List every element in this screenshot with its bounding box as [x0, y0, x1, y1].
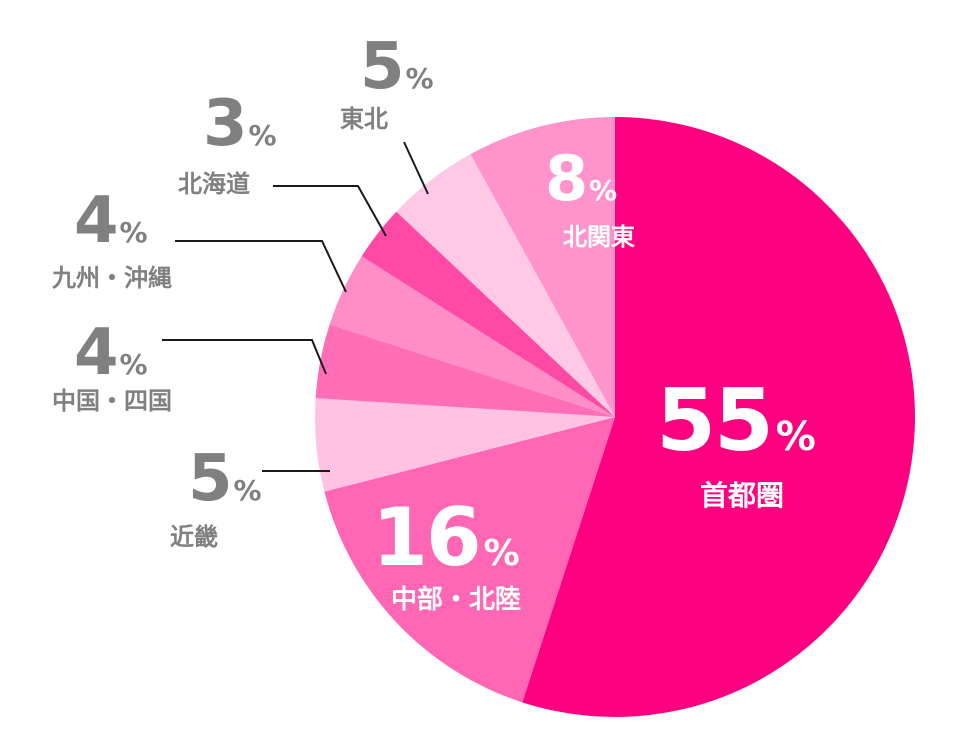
slice-5-value-label: 3%: [203, 87, 277, 161]
slice-2-value-number: 5: [188, 442, 231, 516]
leader-lines: [162, 141, 429, 472]
slice-5-wedge: [361, 211, 615, 417]
slice-3-value-number: 4: [74, 316, 117, 390]
slice-6-wedge: [396, 154, 615, 417]
slice-7-wedge: [470, 117, 615, 417]
slice-6-value-label: 5%: [360, 30, 434, 104]
slice-2-value-label: 5%: [188, 442, 262, 516]
slice-5-category-label: 北海道: [178, 170, 250, 198]
slice-5-value-number: 3: [203, 87, 246, 161]
slice-0-wedge: [522, 117, 915, 717]
slice-3-value-unit: %: [120, 348, 148, 381]
slice-0-value-unit: %: [776, 414, 816, 460]
slice-3-category-label: 中国・四国: [52, 387, 172, 415]
slice-1-category-label: 中部・北陸: [391, 585, 521, 615]
slice-4-value-label: 4%: [74, 184, 148, 258]
slice-7-value-unit: %: [589, 174, 617, 207]
slice-5-leader-line: [273, 185, 387, 237]
slice-3-wedge: [315, 324, 615, 417]
slice-0-category-label: 首都圏: [700, 479, 784, 512]
slice-4-value-unit: %: [120, 216, 148, 249]
slice-4-leader-line: [175, 240, 347, 293]
slice-5-value-unit: %: [249, 119, 277, 152]
slice-7-category-label: 北関東: [563, 223, 635, 251]
slice-1-wedge: [324, 417, 615, 703]
slice-6-value-number: 5: [360, 30, 403, 104]
slice-1-value-number: 16: [372, 491, 479, 584]
slice-3-value-label: 4%: [74, 316, 148, 390]
slice-1-value-unit: %: [484, 533, 520, 574]
slice-4-value-number: 4: [74, 184, 117, 258]
slice-2-value-unit: %: [234, 474, 262, 507]
slice-6-category-label: 東北: [340, 105, 388, 133]
slice-4-category-label: 九州・沖縄: [51, 264, 172, 292]
slice-0-value-label: 55%: [656, 371, 816, 471]
slice-6-leader-line: [403, 141, 429, 195]
slice-2-category-label: 近畿: [170, 523, 218, 551]
slice-7-value-label: 8%: [545, 142, 617, 215]
slice-0-value-number: 55: [656, 371, 772, 471]
slice-4-wedge: [329, 256, 615, 417]
slice-7-value-number: 8: [545, 142, 586, 215]
slice-2-wedge: [315, 398, 615, 492]
pie-slices: [315, 117, 915, 717]
slice-1-value-label: 16%: [372, 491, 519, 584]
slice-6-value-unit: %: [406, 62, 434, 95]
slice-3-leader-line: [162, 339, 327, 375]
